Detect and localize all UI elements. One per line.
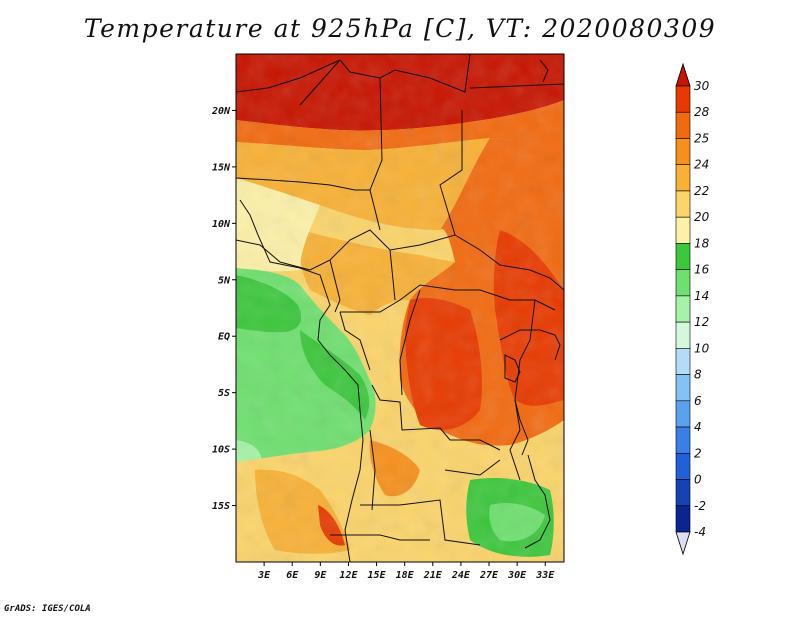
lat-tick-label: 10N bbox=[212, 219, 231, 230]
lon-tick-label: 33E bbox=[535, 570, 555, 581]
lon-tick-label: 12E bbox=[339, 570, 358, 581]
colorbar-label: 10 bbox=[694, 341, 710, 355]
colorbar-label: 8 bbox=[694, 368, 702, 382]
colorbar-segment bbox=[675, 479, 691, 507]
colorbar-label: 12 bbox=[694, 315, 709, 329]
map-frame bbox=[235, 53, 565, 563]
lat-tick-label: 10S bbox=[212, 445, 230, 456]
colorbar-segment bbox=[675, 400, 691, 428]
colorbar-label: 16 bbox=[694, 263, 710, 277]
credit-text: GrADS: IGES/COLA bbox=[4, 604, 91, 614]
colorbar-label: 20 bbox=[694, 210, 710, 224]
colorbar-label: 4 bbox=[694, 420, 702, 434]
colorbar-segment bbox=[675, 321, 691, 349]
lat-tick-label: 15S bbox=[212, 501, 230, 512]
longitude-axis: 3E 6E 9E 12E 15E 18E 21E 24E 27E 30E 33E bbox=[257, 562, 555, 581]
colorbar-label: 24 bbox=[694, 158, 709, 172]
colorbar-label: 2 bbox=[694, 446, 702, 460]
colorbar-segment bbox=[675, 295, 691, 323]
colorbar-segment bbox=[675, 505, 691, 533]
colorbar-segment bbox=[675, 111, 691, 139]
lon-tick-label: 30E bbox=[507, 570, 527, 581]
lat-tick-label: 15N bbox=[212, 162, 231, 173]
colorbar-segment bbox=[675, 243, 691, 270]
colorbar-label: 28 bbox=[694, 105, 710, 119]
lat-tick-label: 5S bbox=[218, 388, 230, 399]
colorbar-segment bbox=[675, 85, 691, 113]
colorbar-segment bbox=[675, 374, 691, 402]
colorbar-label: 0 bbox=[694, 473, 702, 487]
lat-tick-label: 5N bbox=[218, 275, 231, 286]
temperature-field bbox=[236, 54, 564, 562]
colorbar-segment bbox=[675, 452, 691, 480]
lon-tick-label: 27E bbox=[479, 570, 499, 581]
colorbar-segment bbox=[675, 138, 691, 166]
colorbar-label: -2 bbox=[694, 499, 706, 513]
colorbar-label: 30 bbox=[694, 79, 710, 93]
colorbar-label: 25 bbox=[694, 131, 709, 145]
colorbar-segment bbox=[675, 216, 691, 244]
colorbar-segment bbox=[675, 426, 691, 454]
colorbar-segment bbox=[675, 190, 691, 218]
colorbar-label: 22 bbox=[694, 184, 709, 198]
lon-tick-label: 15E bbox=[368, 570, 387, 581]
lon-tick-label: 21E bbox=[423, 570, 443, 581]
coastline bbox=[239, 199, 364, 562]
colorbar-segment bbox=[675, 348, 691, 375]
lon-tick-label: 24E bbox=[451, 570, 471, 581]
colorbar-label: 14 bbox=[694, 289, 709, 303]
latitude-axis: 20N 15N 10N 5N EQ 5S 10S 15S bbox=[211, 106, 236, 512]
lat-tick-label: EQ bbox=[218, 332, 230, 343]
map-title: Temperature at 925hPa [C], VT: 202008030… bbox=[83, 14, 717, 43]
lat-tick-label: 20N bbox=[211, 106, 231, 117]
colorbar-segment bbox=[675, 269, 691, 297]
lon-tick-label: 3E bbox=[257, 570, 271, 581]
lon-tick-label: 6E bbox=[286, 570, 299, 581]
lon-tick-label: 9E bbox=[314, 570, 327, 581]
colorbar-label: 6 bbox=[694, 394, 702, 408]
colorbar-bottom-triangle bbox=[675, 531, 691, 556]
lon-tick-label: 18E bbox=[396, 570, 415, 581]
colorbar-label: -4 bbox=[694, 525, 706, 539]
colorbar-top-triangle bbox=[675, 62, 691, 87]
colorbar-label: 18 bbox=[694, 236, 710, 250]
country-borders bbox=[236, 54, 564, 549]
colorbar-segment bbox=[675, 164, 691, 192]
